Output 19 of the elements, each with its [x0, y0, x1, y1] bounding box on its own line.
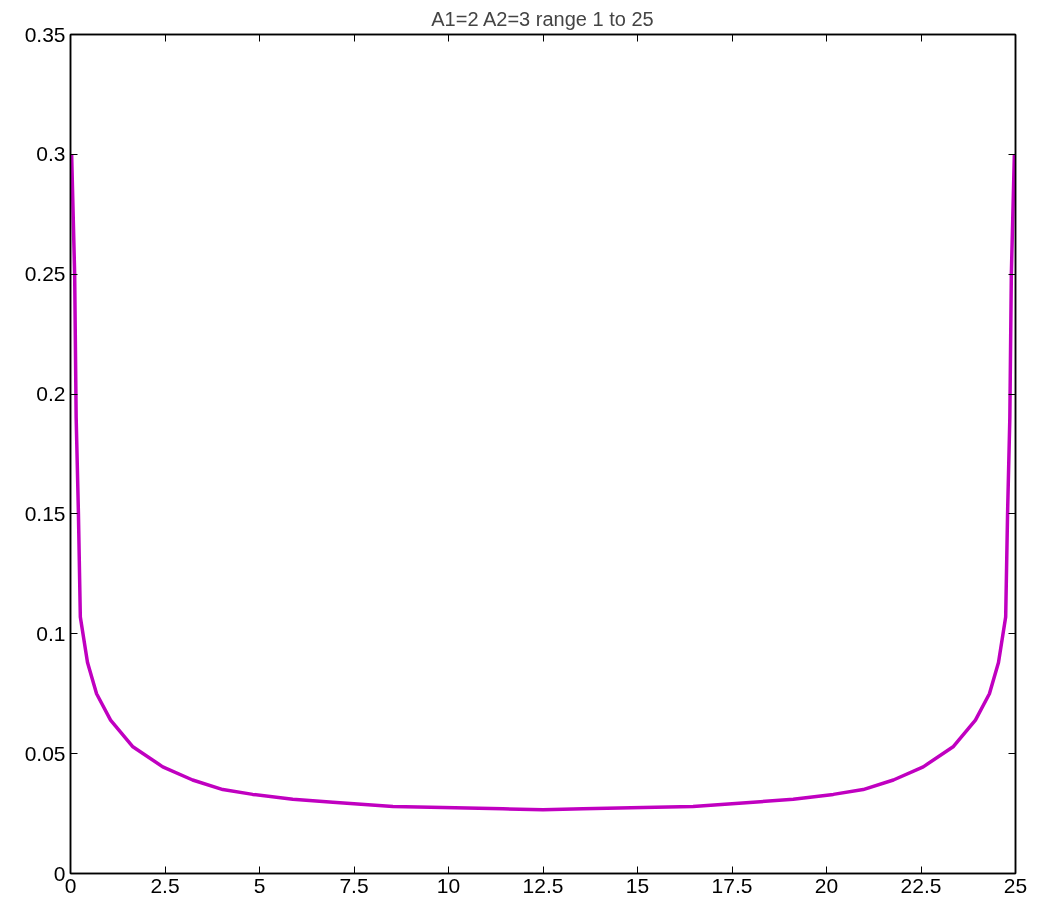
- x-tick-label: 2.5: [150, 873, 180, 897]
- x-tick-label: 17.5: [711, 873, 753, 897]
- y-tick-label: 0.1: [36, 621, 66, 645]
- x-tick-label: 7.5: [339, 873, 369, 897]
- x-tick-label: 25: [1003, 873, 1028, 897]
- y-tick-label: 0.2: [36, 382, 66, 406]
- y-tick-label: 0.05: [24, 741, 66, 765]
- x-tick-label: 5: [253, 873, 266, 897]
- y-tick-label: 0.35: [24, 22, 66, 46]
- line-series: [70, 152, 1016, 812]
- y-tick-label: 0.25: [24, 262, 66, 286]
- x-tick-label: 15: [625, 873, 650, 897]
- x-tick-label: 22.5: [900, 873, 942, 897]
- x-tick-label: 10: [436, 873, 461, 897]
- x-tick-label: 12.5: [522, 873, 564, 897]
- y-tick-label: 0.3: [36, 142, 66, 166]
- y-tick-label: 0.15: [24, 501, 66, 525]
- chart-title: A1=2 A2=3 range 1 to 25: [431, 7, 654, 30]
- x-tick-label: 20: [814, 873, 839, 897]
